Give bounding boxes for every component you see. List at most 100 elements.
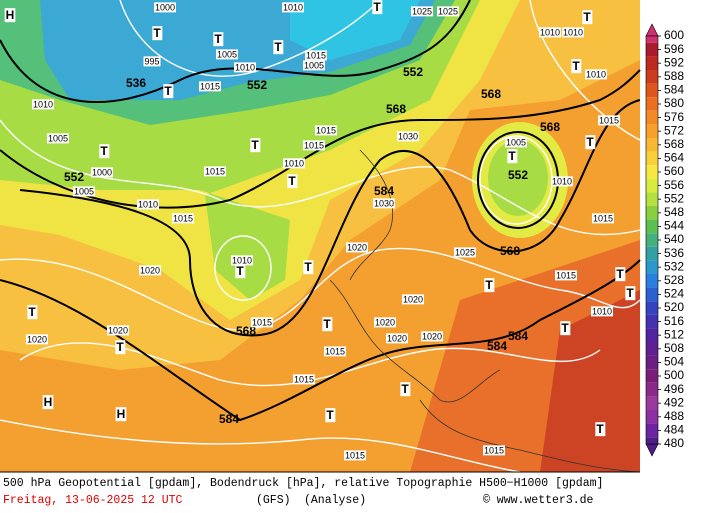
pressure-marker-group: T: [163, 84, 174, 99]
geopotential-label: 552: [64, 170, 84, 184]
pressure-label-group: 1015: [292, 374, 316, 385]
colorbar-segment: [646, 233, 658, 247]
pressure-marker-group: T: [585, 135, 596, 150]
pressure-marker: T: [326, 408, 334, 422]
colorbar-segment: [646, 355, 658, 370]
pressure-label: 1005: [217, 49, 237, 59]
pressure-marker: T: [164, 84, 172, 98]
geopotential-label-group: 568: [540, 120, 560, 134]
pressure-label: 1010: [586, 69, 606, 79]
geopotential-label: 584: [219, 412, 239, 426]
pressure-label-box: [554, 270, 578, 281]
pressure-label: 1015: [593, 213, 613, 223]
hot-area: [540, 290, 640, 472]
pressure-label: 1015: [306, 50, 326, 60]
colorbar-label: 564: [664, 151, 684, 165]
pressure-label-box: [372, 198, 396, 209]
colorbar-label: 484: [664, 423, 684, 437]
colorbar-label: 576: [664, 110, 684, 124]
pressure-label-box: [591, 213, 615, 224]
pressure-label: 1010: [232, 255, 252, 265]
colorbar-segment: [646, 219, 658, 234]
pressure-marker-box: [322, 317, 333, 332]
pressure-label-box: [453, 247, 477, 258]
pressure-label-group: 1020: [25, 334, 49, 345]
pressure-label: 1030: [398, 131, 418, 141]
caption-model: (GFS): [256, 494, 291, 507]
pressure-label: 1010: [284, 158, 304, 168]
pressure-label: 1020: [375, 317, 395, 327]
pressure-label: 1010: [592, 306, 612, 316]
pressure-label-box: [314, 125, 338, 136]
colorbar-segment: [646, 301, 658, 315]
pressure-marker: T: [153, 26, 161, 40]
pressure-marker: H: [6, 8, 15, 22]
pressure-label: 1010: [283, 2, 303, 12]
pressure-label: 1010: [33, 99, 53, 109]
pressure-label: 1015: [484, 445, 504, 455]
geopotential-label-group: 584: [487, 339, 507, 353]
pressure-marker: T: [28, 305, 36, 319]
caption-date: Freitag, 13-06-2025 12 UTC: [3, 494, 183, 507]
pressure-label-box: [550, 176, 574, 187]
pressure-label-group: 1010: [230, 255, 254, 266]
pressure-label-box: [482, 445, 506, 456]
colorbar-label: 552: [664, 191, 684, 205]
pressure-label-box: [561, 27, 585, 38]
pressure-label: 1000: [92, 167, 112, 177]
colorbar-arrow: [645, 23, 659, 37]
pressure-label-box: [436, 6, 460, 17]
pressure-marker: T: [626, 286, 634, 300]
pressure-label: 1015: [316, 125, 336, 135]
colorbar-label: 524: [664, 287, 684, 301]
pressure-marker-group: T: [571, 59, 582, 74]
pressure-marker: T: [508, 149, 516, 163]
pressure-label-group: 1015: [323, 346, 347, 357]
pressure-label: 1020: [108, 325, 128, 335]
pressure-marker-box: [625, 286, 636, 301]
colorbar-segment: [646, 206, 658, 220]
colorbar-label: 560: [664, 164, 684, 178]
pressure-marker-box: [325, 408, 336, 423]
geopotential-label: 568: [386, 102, 406, 116]
pressure-label-group: 1020: [345, 242, 369, 253]
colorbar-label: 596: [664, 42, 684, 56]
geopotential-label: 584: [374, 184, 394, 198]
pressure-marker: T: [401, 382, 409, 396]
pressure-label-group: 995: [143, 56, 161, 67]
pressure-marker: T: [251, 138, 259, 152]
pressure-label: 1015: [205, 166, 225, 176]
pressure-marker-group: T: [99, 144, 110, 159]
geopotential-label-group: 568: [500, 244, 520, 258]
pressure-label: 1020: [403, 294, 423, 304]
pressure-label-box: [323, 346, 347, 357]
pressure-marker-group: T: [250, 138, 261, 153]
pressure-label-group: 1015: [591, 213, 615, 224]
geopotential-label-group: 584: [374, 184, 394, 198]
pressure-label: 1015: [200, 81, 220, 91]
pressure-marker-box: [235, 264, 246, 279]
pressure-label-box: [302, 60, 326, 71]
pressure-label-group: 1010: [233, 62, 257, 73]
colorbar-segment: [646, 382, 658, 397]
pressure-label: 1015: [556, 270, 576, 280]
pressure-label-group: 1020: [420, 331, 444, 342]
pressure-marker: T: [116, 340, 124, 354]
pressure-label-group: 1010: [550, 176, 574, 187]
pressure-label-box: [233, 62, 257, 73]
pressure-marker-group: T: [595, 422, 606, 437]
pressure-marker: T: [373, 0, 381, 14]
pressure-label: 1025: [412, 6, 432, 16]
colorbar-segment: [646, 342, 658, 356]
pressure-marker: H: [117, 407, 126, 421]
pressure-label-group: 1015: [203, 166, 227, 177]
pressure-marker: H: [44, 395, 53, 409]
geopotential-label: 552: [247, 78, 267, 92]
colorbar-label: 568: [664, 137, 684, 151]
pressure-label: 1020: [140, 265, 160, 275]
colorbar-segment: [646, 36, 658, 43]
pressure-label-group: 1010: [584, 69, 608, 80]
colorbar-label: 508: [664, 341, 684, 355]
pressure-marker-group: T: [273, 40, 284, 55]
pressure-marker-group: T: [303, 260, 314, 275]
